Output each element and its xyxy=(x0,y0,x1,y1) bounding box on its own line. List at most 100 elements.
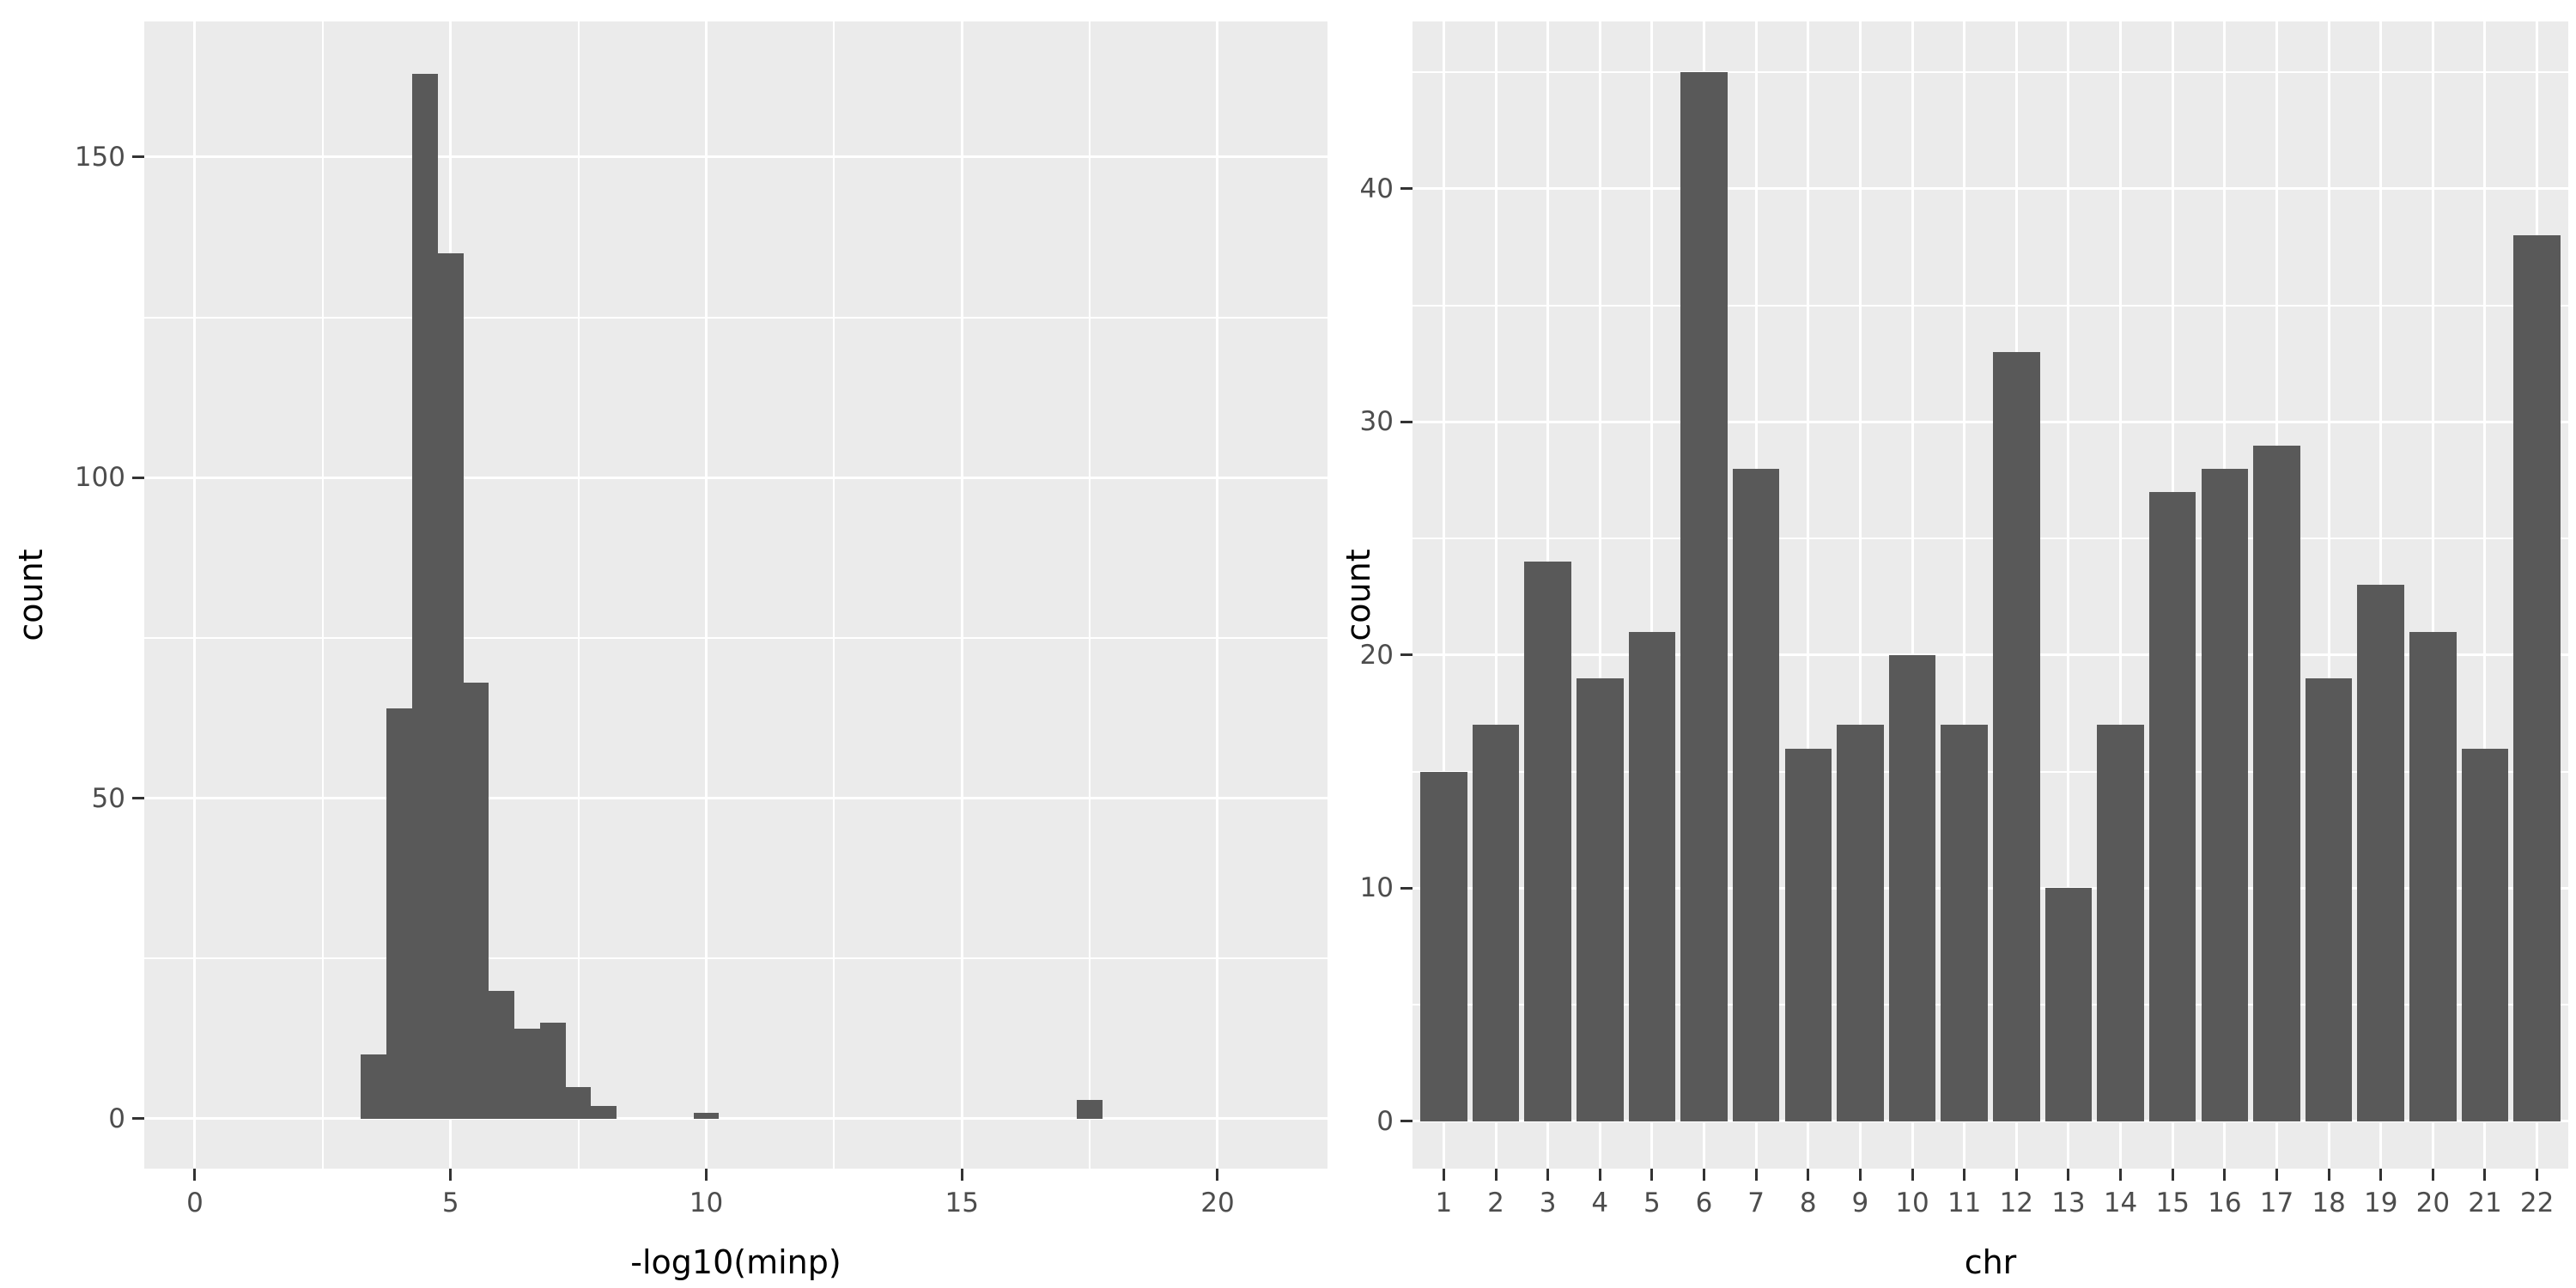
x-tick-label: 15 xyxy=(2155,1188,2190,1218)
gridline-minor-y xyxy=(1413,1004,2568,1006)
gridline-major-x xyxy=(1442,21,1445,1169)
gridline-major-x xyxy=(1216,21,1219,1169)
x-tick-label: 4 xyxy=(1591,1188,1609,1218)
gridline-minor-y xyxy=(144,957,1327,960)
gridline-major-x xyxy=(1650,21,1654,1169)
histogram-bar xyxy=(412,73,438,1119)
x-tick-label: 10 xyxy=(1895,1188,1929,1218)
histogram-y-axis-title: count xyxy=(12,549,50,641)
gridline-major-y xyxy=(144,1117,1327,1121)
x-tick-label: 0 xyxy=(186,1188,204,1218)
x-tick-mark xyxy=(1442,1169,1445,1181)
gridline-minor-y xyxy=(1413,770,2568,773)
histogram-plot-area xyxy=(144,21,1327,1169)
chr-bar xyxy=(1837,725,1884,1121)
gridline-minor-x xyxy=(577,21,580,1169)
x-tick-mark xyxy=(2327,1169,2330,1181)
x-tick-label: 12 xyxy=(1999,1188,2034,1218)
x-tick-mark xyxy=(2223,1169,2227,1181)
chr-bar xyxy=(2513,235,2561,1121)
gridline-major-y xyxy=(1413,886,2568,890)
x-tick-mark xyxy=(1546,1169,1550,1181)
x-tick-mark xyxy=(449,1169,453,1181)
gridline-minor-y xyxy=(144,316,1327,319)
x-tick-label: 5 xyxy=(441,1188,459,1218)
x-tick-mark xyxy=(2431,1169,2434,1181)
y-tick-mark xyxy=(1400,420,1413,423)
chr-bar xyxy=(2097,725,2144,1121)
x-tick-label: 2 xyxy=(1487,1188,1504,1218)
chr-bar-y-axis-title: count xyxy=(1340,549,1377,641)
y-tick-mark xyxy=(132,797,144,800)
x-tick-label: 5 xyxy=(1643,1188,1661,1218)
x-tick-label: 11 xyxy=(1947,1188,1982,1218)
x-tick-label: 19 xyxy=(2363,1188,2398,1218)
x-tick-mark xyxy=(2379,1169,2383,1181)
x-tick-mark xyxy=(2119,1169,2123,1181)
x-tick-mark xyxy=(1911,1169,1914,1181)
histogram-x-axis-title: -log10(minp) xyxy=(630,1243,841,1281)
x-tick-mark xyxy=(1703,1169,1706,1181)
gridline-minor-x xyxy=(321,21,324,1169)
chr-bar xyxy=(2409,631,2457,1121)
chr-bar xyxy=(2305,678,2353,1121)
chr-bar xyxy=(1628,631,1676,1121)
gridline-major-x xyxy=(1911,21,1914,1169)
chr-bar xyxy=(1524,562,1571,1121)
chr-bar xyxy=(2357,585,2404,1121)
gridline-major-x xyxy=(704,21,708,1169)
chr-bar xyxy=(1680,72,1728,1121)
chr-bar xyxy=(1888,654,1936,1121)
x-tick-mark xyxy=(704,1169,708,1181)
x-tick-label: 13 xyxy=(2051,1188,2086,1218)
gridline-major-x xyxy=(1807,21,1810,1169)
gridline-major-y xyxy=(1413,1120,2568,1123)
chr-bar xyxy=(1472,725,1520,1121)
chr-bar xyxy=(1941,725,1988,1121)
y-tick-mark xyxy=(1400,187,1413,191)
gridline-minor-y xyxy=(1413,304,2568,307)
x-tick-label: 17 xyxy=(2259,1188,2294,1218)
x-tick-mark xyxy=(1807,1169,1810,1181)
histogram-bar xyxy=(514,1029,540,1119)
gridline-major-y xyxy=(1413,420,2568,423)
chr-bar xyxy=(1732,468,1780,1121)
y-tick-label: 50 xyxy=(91,782,125,814)
chr-bar xyxy=(2461,748,2509,1121)
gridline-major-y xyxy=(144,155,1327,159)
x-tick-mark xyxy=(960,1169,963,1181)
histogram-bar xyxy=(489,990,515,1119)
x-tick-mark xyxy=(2275,1169,2278,1181)
gridline-major-x xyxy=(2119,21,2123,1169)
gridline-minor-x xyxy=(1089,21,1091,1169)
x-tick-mark xyxy=(2536,1169,2539,1181)
x-tick-label: 22 xyxy=(2519,1188,2555,1218)
gridline-major-y xyxy=(1413,653,2568,657)
y-tick-mark xyxy=(1400,653,1413,657)
chr-bar xyxy=(1576,678,1624,1121)
y-tick-mark xyxy=(132,1117,144,1121)
chr-bar-x-axis-title: chr xyxy=(1964,1243,2017,1281)
histogram-bar xyxy=(565,1086,592,1119)
chr-bar xyxy=(1784,748,1832,1121)
gridline-major-y xyxy=(144,797,1327,800)
y-tick-label: 0 xyxy=(108,1103,125,1134)
gridline-minor-y xyxy=(1413,538,2568,540)
x-tick-label: 1 xyxy=(1435,1188,1453,1218)
histogram-bar xyxy=(591,1106,617,1119)
gridline-major-x xyxy=(1494,21,1498,1169)
x-tick-label: 7 xyxy=(1747,1188,1765,1218)
x-tick-label: 10 xyxy=(689,1188,724,1218)
gridline-major-x xyxy=(1598,21,1601,1169)
histogram-bar xyxy=(693,1112,720,1119)
chr-bar xyxy=(2253,445,2300,1121)
chr-bar xyxy=(2148,491,2196,1121)
x-tick-mark xyxy=(1494,1169,1498,1181)
x-tick-mark xyxy=(193,1169,197,1181)
gridline-major-x xyxy=(1963,21,1966,1169)
x-tick-mark xyxy=(2171,1169,2174,1181)
gridline-major-x xyxy=(2067,21,2070,1169)
x-tick-mark xyxy=(1598,1169,1601,1181)
y-tick-mark xyxy=(1400,886,1413,890)
y-tick-label: 30 xyxy=(1359,406,1394,438)
